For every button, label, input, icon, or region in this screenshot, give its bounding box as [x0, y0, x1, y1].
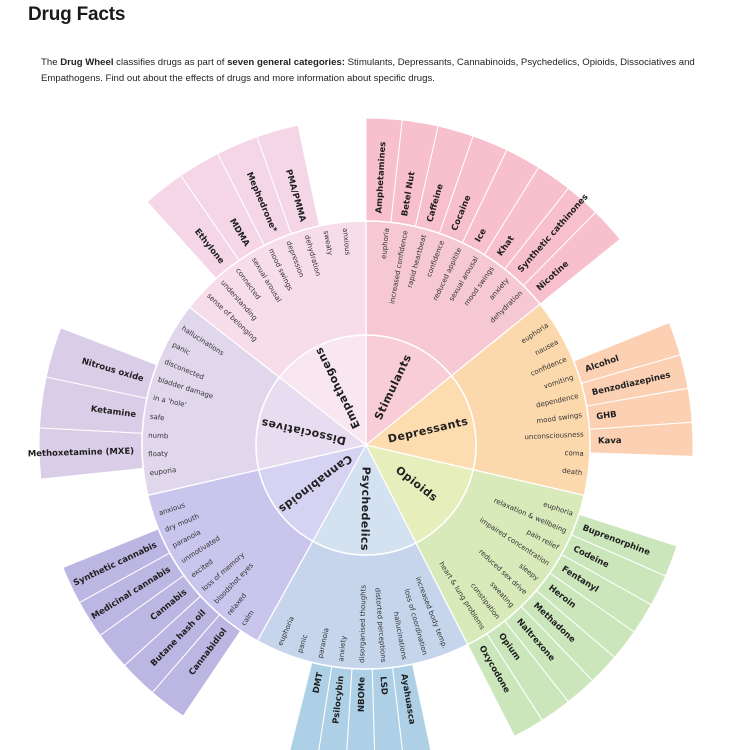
drug-label-amphetamines: Amphetamines — [374, 141, 388, 213]
effect-label: floaty — [148, 450, 168, 459]
intro-drug-wheel-term: Drug Wheel — [60, 57, 114, 68]
drug-label-lsd: LSD — [378, 676, 389, 695]
drug-label-kava: Kava — [598, 436, 622, 446]
category-ring — [255, 334, 477, 556]
category-label-psychedelics: Psychedelics — [358, 467, 372, 551]
effect-label: numb — [148, 431, 169, 440]
intro-text-2: classifies drugs as part of — [113, 57, 228, 68]
drug-label-ghb: GHB — [596, 410, 618, 422]
effect-label: euporia — [149, 466, 176, 477]
intro-paragraph: The Drug Wheel classifies drugs as part … — [41, 55, 721, 87]
effect-label: anxiety — [337, 635, 348, 662]
effect-label: death — [562, 467, 583, 478]
drug-label-nbome: NBOMe — [357, 677, 368, 712]
effects-ring — [141, 220, 591, 670]
effect-label: unconsciousness — [524, 430, 584, 441]
inner-ring-divider — [255, 334, 477, 556]
effect-label: anxious — [341, 228, 352, 256]
intro-text-3: Stimulants, Depressants, Cannabinoids, P… — [41, 57, 695, 84]
middle-ring-divider — [141, 220, 591, 670]
effect-label: disorganised thoughts — [358, 585, 367, 663]
drug-ring — [38, 117, 694, 750]
drug-label-dmt: DMT — [312, 671, 326, 694]
intro-categories-term: seven general categories: — [227, 57, 345, 68]
effect-label: euphoria — [380, 228, 391, 260]
effect-label: safe — [149, 413, 165, 423]
effect-label: coma — [564, 449, 584, 458]
drug-label-methoxetamine-mxe: Methoxetamine (MXE) — [28, 447, 135, 460]
intro-text-1: The — [41, 57, 61, 68]
page-title: Drug Facts — [28, 4, 126, 25]
